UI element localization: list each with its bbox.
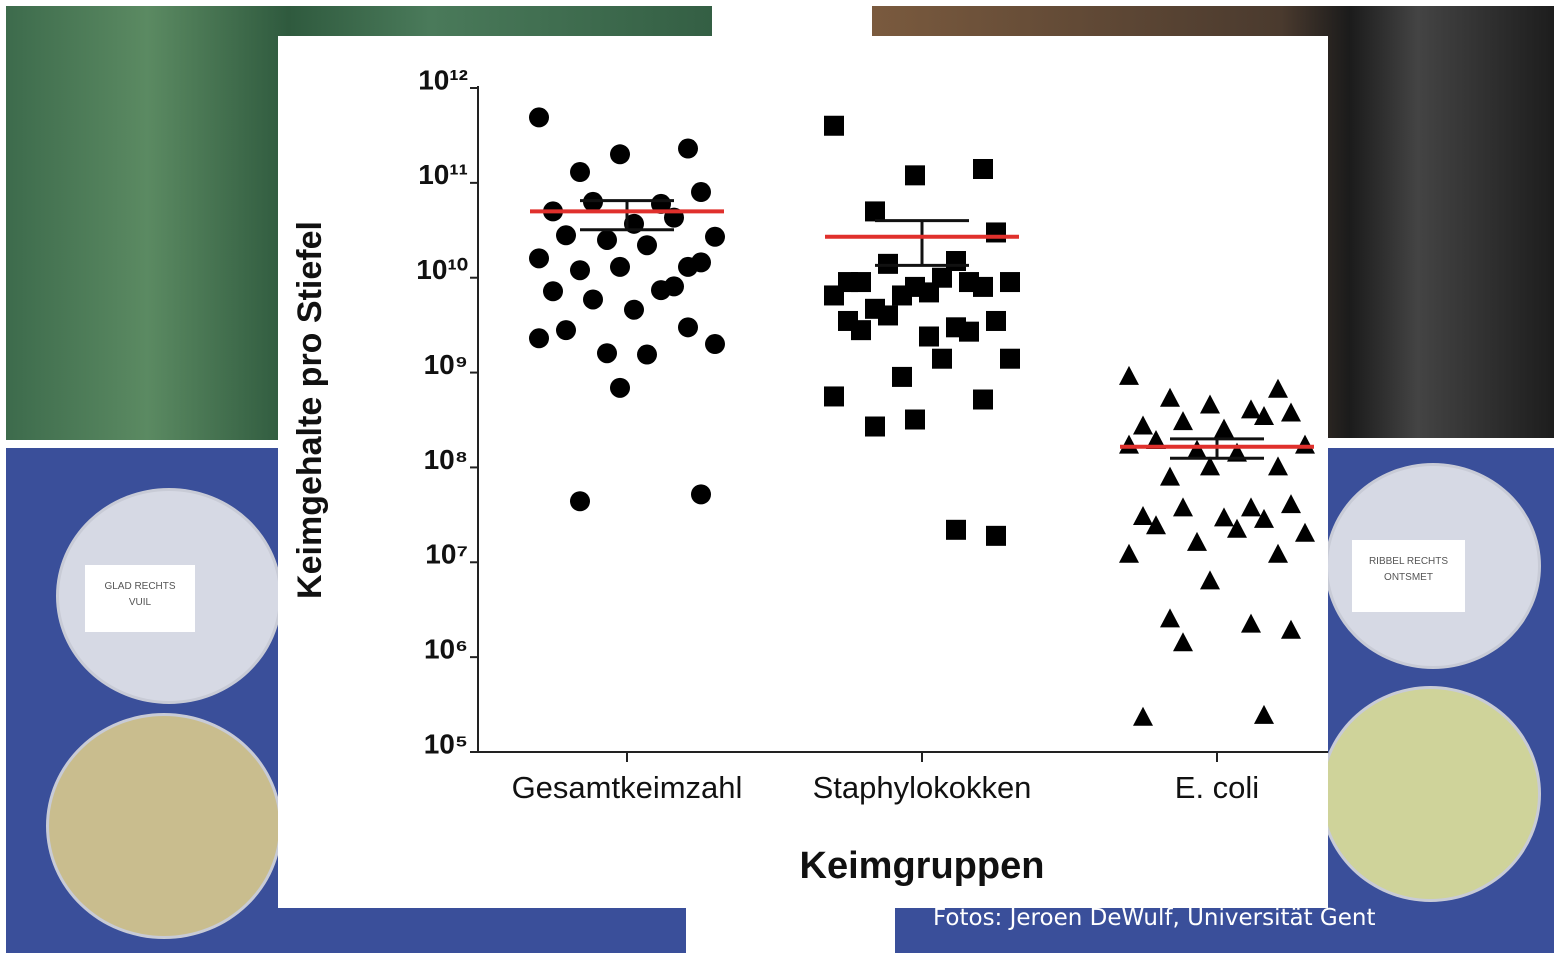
x-tick-label: Staphylokokken xyxy=(813,770,1032,805)
data-point xyxy=(543,281,563,301)
data-point xyxy=(878,305,898,325)
data-point xyxy=(851,272,871,292)
y-tick-label: 10¹² xyxy=(418,64,468,95)
y-tick-label: 10⁸ xyxy=(424,444,468,475)
y-tick-label: 10⁷ xyxy=(425,539,468,570)
data-point xyxy=(946,520,966,540)
data-point xyxy=(597,343,617,363)
y-tick-label: 10¹¹ xyxy=(418,159,468,190)
data-point xyxy=(691,484,711,504)
data-point xyxy=(610,378,630,398)
y-axis-title: Keimgehalte pro Stiefel xyxy=(291,221,329,599)
data-point xyxy=(691,182,711,202)
data-point xyxy=(529,328,549,348)
data-point xyxy=(986,311,1006,331)
y-tick-label: 10⁹ xyxy=(424,349,468,380)
y-tick-label: 10¹⁰ xyxy=(416,254,468,285)
data-point xyxy=(865,417,885,437)
data-point xyxy=(570,162,590,182)
data-point xyxy=(705,334,725,354)
data-point xyxy=(824,285,844,305)
data-point xyxy=(556,225,576,245)
data-point xyxy=(986,526,1006,546)
data-point xyxy=(705,227,725,247)
data-point xyxy=(932,349,952,369)
data-point xyxy=(905,165,925,185)
data-point xyxy=(583,289,603,309)
data-point xyxy=(932,268,952,288)
page: GLAD RECHTS VUIL RIBBEL RECHTS ONTSMET F… xyxy=(0,0,1554,953)
data-point xyxy=(556,320,576,340)
data-point xyxy=(865,201,885,221)
data-point xyxy=(624,300,644,320)
data-point xyxy=(973,277,993,297)
data-point xyxy=(691,252,711,272)
data-point xyxy=(529,107,549,127)
data-point xyxy=(1000,272,1020,292)
y-tick-label: 10⁵ xyxy=(424,728,468,759)
data-point xyxy=(678,139,698,159)
data-point xyxy=(851,320,871,340)
data-point xyxy=(637,345,657,365)
x-axis-title: Keimgruppen xyxy=(800,845,1045,887)
data-point xyxy=(905,277,925,297)
data-point xyxy=(973,390,993,410)
x-tick-label: Gesamtkeimzahl xyxy=(512,770,743,805)
data-point xyxy=(664,276,684,296)
data-point xyxy=(570,260,590,280)
data-point xyxy=(1000,349,1020,369)
data-point xyxy=(529,248,549,268)
data-point xyxy=(919,327,939,347)
chart: Keimgehalte pro Stiefel Keimgruppen 10⁵ 1… xyxy=(0,0,1554,953)
data-point xyxy=(973,159,993,179)
x-tick-label: E. coli xyxy=(1175,770,1259,805)
data-point xyxy=(597,230,617,250)
data-point xyxy=(824,386,844,406)
data-point xyxy=(610,144,630,164)
data-point xyxy=(610,257,630,277)
data-point xyxy=(905,410,925,430)
data-point xyxy=(892,367,912,387)
data-point xyxy=(637,235,657,255)
data-point xyxy=(824,116,844,136)
data-point xyxy=(570,491,590,511)
data-point xyxy=(678,317,698,337)
data-point xyxy=(959,322,979,342)
y-tick-label: 10⁶ xyxy=(424,634,468,665)
data-point xyxy=(986,222,1006,242)
